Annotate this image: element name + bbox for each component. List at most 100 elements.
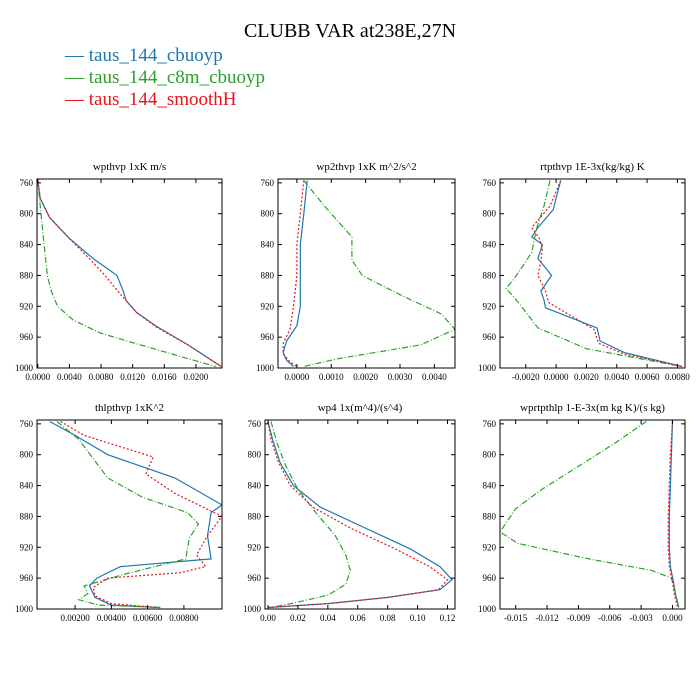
y-tick-label: 960 bbox=[248, 573, 262, 583]
panel-title: wp4 1x(m^4)/(s^4) bbox=[318, 402, 403, 414]
series-line bbox=[49, 420, 222, 609]
x-tick-label: 0.0020 bbox=[353, 372, 378, 382]
x-tick-label: 0.0200 bbox=[184, 372, 209, 382]
y-tick-label: 1000 bbox=[15, 363, 34, 373]
y-tick-label: 960 bbox=[261, 332, 275, 342]
series-line bbox=[668, 421, 680, 608]
x-tick-label: 0.06 bbox=[350, 613, 366, 623]
y-tick-label: 840 bbox=[261, 240, 275, 250]
panel-title: wp2thvp 1xK m^2/s^2 bbox=[316, 161, 416, 173]
y-tick-label: 880 bbox=[261, 270, 275, 280]
x-tick-label: -0.009 bbox=[567, 613, 591, 623]
series-line bbox=[267, 421, 449, 609]
y-tick-label: 1000 bbox=[256, 363, 275, 373]
series-line bbox=[303, 180, 455, 368]
series-line bbox=[500, 421, 680, 608]
y-tick-label: 840 bbox=[20, 240, 34, 250]
y-tick-label: 840 bbox=[20, 481, 34, 491]
y-tick-label: 920 bbox=[483, 301, 497, 311]
x-tick-label: 0.12 bbox=[440, 613, 456, 623]
panel-title: wpthvp 1xK m/s bbox=[93, 161, 166, 173]
y-tick-label: 840 bbox=[483, 481, 497, 491]
y-tick-label: 760 bbox=[261, 178, 275, 188]
y-tick-label: 920 bbox=[20, 301, 34, 311]
x-tick-label: 0.0010 bbox=[319, 372, 344, 382]
y-tick-label: 760 bbox=[20, 178, 34, 188]
y-tick-label: 760 bbox=[248, 419, 262, 429]
x-tick-label: 0.000 bbox=[662, 613, 683, 623]
x-tick-label: 0.0080 bbox=[89, 372, 114, 382]
panel-title: thlpthvp 1xK^2 bbox=[95, 402, 164, 414]
x-tick-label: 0.0060 bbox=[635, 372, 660, 382]
x-tick-label: 0.02 bbox=[290, 613, 306, 623]
series-line bbox=[267, 421, 453, 609]
y-tick-label: 920 bbox=[483, 542, 497, 552]
series-line bbox=[530, 180, 683, 368]
x-tick-label: 0.0030 bbox=[388, 372, 413, 382]
x-tick-label: 0.04 bbox=[320, 613, 336, 623]
series-line bbox=[60, 420, 222, 609]
y-tick-label: 920 bbox=[248, 542, 262, 552]
y-tick-label: 840 bbox=[248, 481, 262, 491]
chart-panel: wpthvp 1xK m/s76080084088092096010000.00… bbox=[15, 161, 223, 382]
plot-frame bbox=[36, 419, 223, 610]
y-tick-label: 880 bbox=[483, 270, 497, 280]
x-tick-label: 0.00400 bbox=[97, 613, 127, 623]
y-tick-label: 1000 bbox=[478, 363, 497, 373]
x-tick-label: 0.0160 bbox=[152, 372, 177, 382]
plot-frame bbox=[36, 178, 223, 369]
y-tick-label: 1000 bbox=[243, 604, 262, 614]
y-tick-label: 960 bbox=[20, 573, 34, 583]
series-line bbox=[37, 180, 222, 368]
y-tick-label: 1000 bbox=[15, 604, 34, 614]
y-tick-label: 960 bbox=[483, 573, 497, 583]
series-line bbox=[37, 180, 216, 368]
y-tick-label: 800 bbox=[248, 450, 262, 460]
x-tick-label: 0.0040 bbox=[57, 372, 82, 382]
series-line bbox=[531, 180, 683, 368]
series-line bbox=[282, 180, 308, 367]
x-tick-label: 0.0000 bbox=[285, 372, 310, 382]
plot-frame bbox=[499, 178, 686, 369]
x-tick-label: 0.00200 bbox=[60, 613, 90, 623]
series-line bbox=[270, 421, 351, 609]
x-tick-label: 0.10 bbox=[410, 613, 426, 623]
y-tick-label: 800 bbox=[20, 450, 34, 460]
y-tick-label: 800 bbox=[483, 450, 497, 460]
x-tick-label: 0.0000 bbox=[25, 372, 50, 382]
y-tick-label: 960 bbox=[483, 332, 497, 342]
y-tick-label: 880 bbox=[248, 511, 262, 521]
x-tick-label: 0.0020 bbox=[574, 372, 599, 382]
figure-title: CLUBB VAR at238E,27N bbox=[243, 20, 457, 42]
y-tick-label: 880 bbox=[483, 511, 497, 521]
series-line bbox=[667, 421, 679, 608]
chart-panel: wp2thvp 1xK m^2/s^2 760 800 840 880 920 960 100… bbox=[256, 161, 456, 382]
y-tick-label: 920 bbox=[20, 542, 34, 552]
plot-frame bbox=[499, 419, 686, 610]
y-tick-label: 840 bbox=[483, 240, 497, 250]
y-tick-label: 1000 bbox=[478, 604, 497, 614]
plot-frame bbox=[277, 178, 456, 369]
x-tick-label: -0.006 bbox=[598, 613, 622, 623]
x-tick-label: 0.0040 bbox=[422, 372, 447, 382]
y-tick-label: 880 bbox=[20, 511, 34, 521]
x-tick-label: 0.0080 bbox=[665, 372, 690, 382]
series-line bbox=[56, 421, 200, 609]
x-tick-label: 0.00600 bbox=[133, 613, 163, 623]
panel-title: rtpthvp 1E-3x(kg/kg) K bbox=[540, 161, 645, 173]
panel-title: wprtpthlp 1-E-3x(m kg K)/(s kg) bbox=[520, 402, 665, 414]
series-line bbox=[505, 180, 683, 368]
legend-entry-smoothh: — taus_144_smoothH bbox=[65, 89, 237, 110]
plot-frame bbox=[264, 419, 456, 610]
chart-panel: thlpthvp 1xK^2 760 800 840 880 920 960 1000 0.00… bbox=[15, 402, 223, 623]
series-line bbox=[37, 180, 222, 368]
x-tick-label: -0.0020 bbox=[512, 372, 540, 382]
legend-entry-c8m-cbuoyp: — taus_144_c8m_cbuoyp bbox=[65, 67, 266, 88]
x-tick-label: 0.0040 bbox=[604, 372, 629, 382]
chart-panel: wprtpthlp 1-E-3x(m kg K)/(s kg) 760 800 840… bbox=[478, 402, 686, 623]
x-tick-label: 0.0120 bbox=[120, 372, 145, 382]
y-tick-label: 880 bbox=[20, 270, 34, 280]
x-tick-label: 0.00 bbox=[260, 613, 276, 623]
chart-panel: wp4 1x(m^4)/(s^4)76080084088092096010000… bbox=[243, 402, 456, 623]
